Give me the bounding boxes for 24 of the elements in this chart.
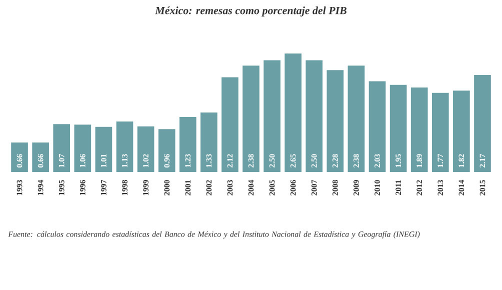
- bar: [32, 142, 49, 172]
- bar: [390, 84, 407, 172]
- chart-title: México: remesas como porcentaje del PIB: [154, 6, 346, 16]
- bar: [200, 112, 218, 172]
- bar: [432, 92, 449, 172]
- bar: [116, 121, 134, 172]
- bar: [158, 129, 176, 172]
- bar: [179, 117, 196, 172]
- bar: [284, 54, 302, 172]
- bar: [11, 142, 28, 172]
- bar: [53, 124, 70, 172]
- bar: [453, 90, 470, 172]
- bar: [306, 60, 323, 172]
- bar: [74, 124, 92, 172]
- bar: [326, 70, 344, 172]
- bar: [264, 60, 280, 172]
- bar: [368, 81, 386, 172]
- bar: [137, 126, 154, 172]
- bar: [222, 77, 238, 172]
- bar: [410, 88, 428, 172]
- bar: [474, 75, 491, 172]
- bar: [95, 126, 112, 172]
- bar: [242, 66, 260, 172]
- bar: [348, 66, 365, 172]
